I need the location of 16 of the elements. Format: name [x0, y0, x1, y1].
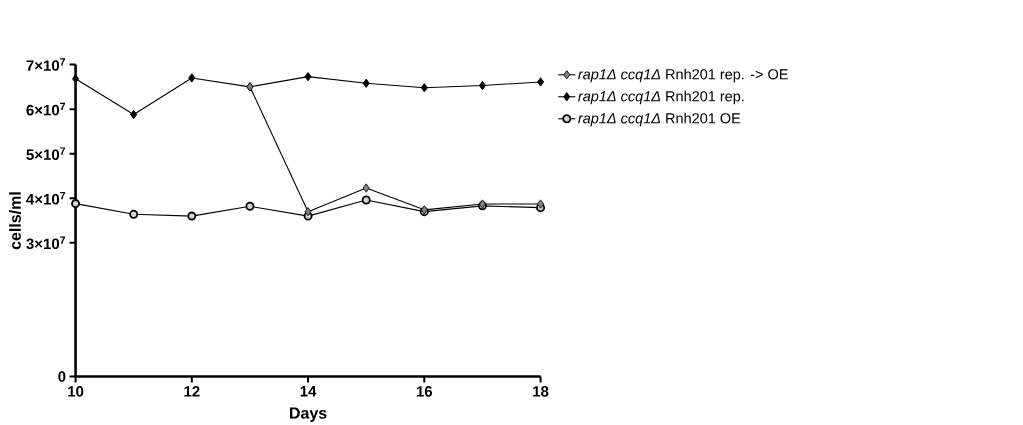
x-tick-label: 14 — [300, 385, 317, 397]
y-axis-title: cells/ml — [9, 192, 22, 250]
x-tick-label: 10 — [68, 385, 84, 397]
y-tick-label: 5×10$^{7}$ — [26, 147, 66, 160]
x-tick-label: 16 — [416, 385, 433, 397]
legend-label: rap1Δ ccq1Δ Rnh201 OE — [578, 112, 741, 127]
legend-label: rap1Δ ccq1Δ Rnh201 rep. — [578, 90, 744, 105]
x-axis-title: Days — [290, 407, 327, 422]
y-tick-label: 4×10$^{7}$ — [26, 191, 66, 205]
y-tick-label: 0 — [58, 371, 66, 382]
legend-label: rap1Δ ccq1Δ Rnh201 rep. -> OE — [578, 68, 788, 83]
y-tick-label: 6×10$^{7}$ — [26, 102, 66, 116]
y-tick-label: 3×10$^{7}$ — [26, 236, 66, 250]
x-tick-label: 18 — [533, 385, 549, 397]
y-tick-label: 7×10$^{7}$ — [26, 58, 66, 71]
x-tick-label: 12 — [184, 385, 200, 397]
